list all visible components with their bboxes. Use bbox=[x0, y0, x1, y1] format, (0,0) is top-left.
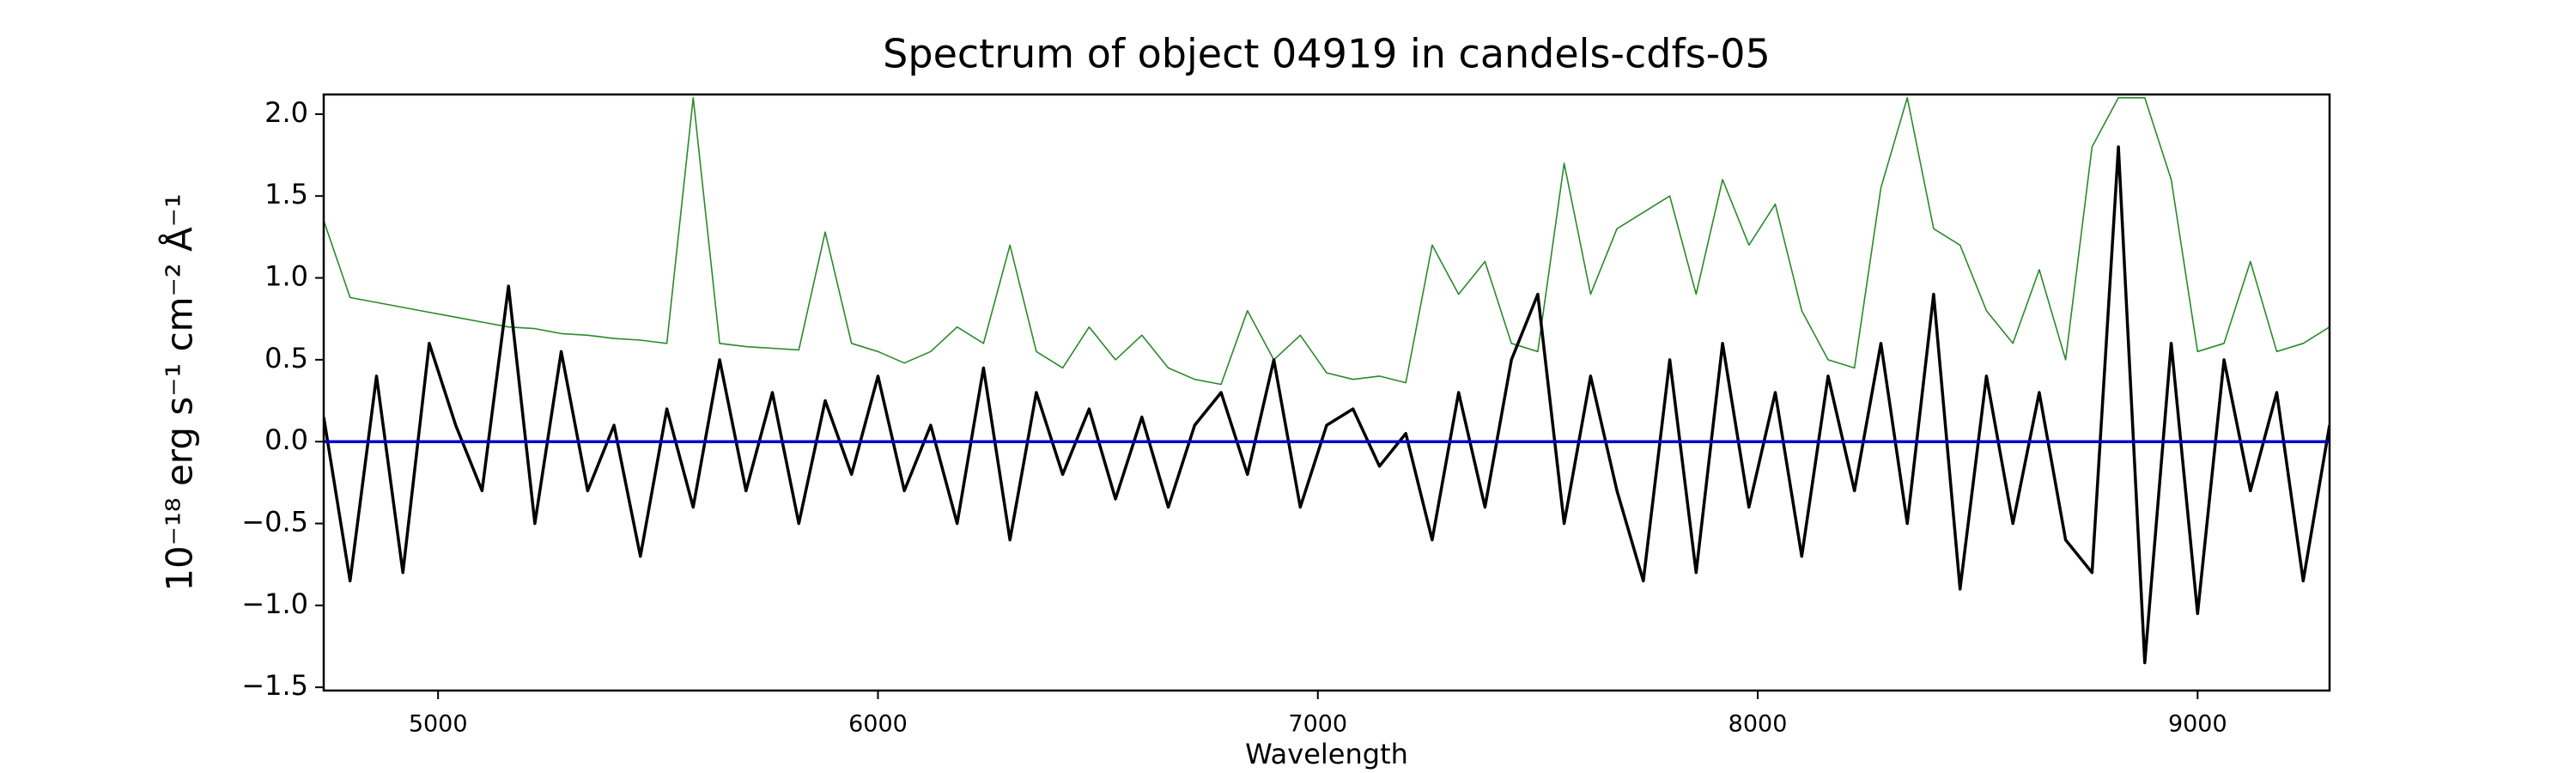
x-tick-label: 9000 bbox=[2168, 711, 2227, 738]
y-tick-label: −1.0 bbox=[241, 587, 308, 620]
y-axis-label: 10⁻¹⁸ erg s⁻¹ cm⁻² Å⁻¹ bbox=[158, 193, 201, 591]
x-tick-label: 5000 bbox=[409, 711, 468, 738]
x-tick-label: 7000 bbox=[1288, 711, 1347, 738]
y-tick-label: 1.5 bbox=[264, 178, 308, 210]
y-tick-label: −1.5 bbox=[241, 669, 308, 702]
y-tick-label: 0.0 bbox=[264, 423, 308, 456]
x-tick-label: 8000 bbox=[1728, 711, 1788, 738]
series-line bbox=[324, 97, 2330, 386]
chart-title: Spectrum of object 04919 in candels-cdfs… bbox=[883, 31, 1771, 77]
y-tick-label: 2.0 bbox=[264, 96, 308, 129]
x-tick-label: 6000 bbox=[848, 711, 908, 738]
y-tick-label: −0.5 bbox=[241, 506, 308, 539]
y-tick-label: 0.5 bbox=[264, 342, 308, 374]
x-axis-label: Wavelength bbox=[1245, 738, 1408, 770]
axes-frame bbox=[322, 93, 2331, 692]
plot-area bbox=[324, 97, 2330, 665]
series-line bbox=[324, 145, 2330, 665]
y-tick-label: 1.0 bbox=[264, 260, 308, 293]
